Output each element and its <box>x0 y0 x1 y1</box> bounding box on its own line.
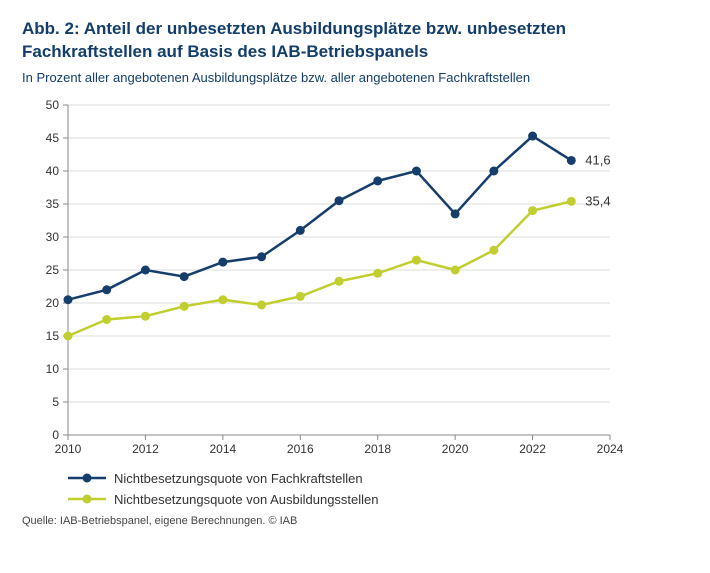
y-axis-label: 5 <box>52 395 59 409</box>
chart-area: 0 5 10 15 20 25 30 35 40 45 50 2010 2012 2014 2016 2018… <box>22 95 682 465</box>
line-chart-svg: 0 5 10 15 20 25 30 35 40 45 50 2010 2012 2014 2016 2018… <box>22 95 682 465</box>
y-axis-label: 50 <box>46 98 60 112</box>
chart-subtitle: In Prozent aller angebotenen Ausbildungs… <box>22 70 688 85</box>
end-label-fachkraft: 41,6 <box>585 152 610 167</box>
series-marker-fachkraft <box>335 196 344 205</box>
series-marker-fachkraft <box>567 156 576 165</box>
series-marker-ausbildung <box>141 312 150 321</box>
y-axis-label: 25 <box>46 263 60 277</box>
legend: Nichtbesetzungsquote von Fachkraftstelle… <box>22 471 688 507</box>
series-marker-ausbildung <box>102 315 111 324</box>
series-marker-fachkraft <box>64 295 73 304</box>
series-marker-ausbildung <box>567 197 576 206</box>
legend-label: Nichtbesetzungsquote von Fachkraftstelle… <box>114 471 363 486</box>
series-marker-ausbildung <box>412 255 421 264</box>
series-marker-fachkraft <box>489 166 498 175</box>
series-marker-fachkraft <box>257 252 266 261</box>
series-marker-ausbildung <box>335 277 344 286</box>
y-axis-label: 10 <box>46 362 60 376</box>
series-marker-fachkraft <box>102 285 111 294</box>
end-label-ausbildung: 35,4 <box>585 193 610 208</box>
y-axis-label: 0 <box>52 428 59 442</box>
chart-title: Abb. 2: Anteil der unbesetzten Ausbildun… <box>22 18 688 64</box>
series-line-fachkraft <box>68 136 571 300</box>
legend-item-fachkraft: Nichtbesetzungsquote von Fachkraftstelle… <box>68 471 688 486</box>
x-axis-label: 2014 <box>210 442 237 456</box>
y-axis-label: 20 <box>46 296 60 310</box>
series-marker-fachkraft <box>451 209 460 218</box>
y-axis-label: 35 <box>46 197 60 211</box>
x-axis-label: 2016 <box>287 442 314 456</box>
series-marker-ausbildung <box>218 295 227 304</box>
legend-item-ausbildung: Nichtbesetzungsquote von Ausbildungsstel… <box>68 492 688 507</box>
series-marker-fachkraft <box>141 265 150 274</box>
series-marker-fachkraft <box>373 176 382 185</box>
series-marker-fachkraft <box>180 272 189 281</box>
figure-container: Abb. 2: Anteil der unbesetzten Ausbildun… <box>0 0 710 573</box>
series-marker-fachkraft <box>218 257 227 266</box>
series-marker-fachkraft <box>296 226 305 235</box>
x-axis-label: 2020 <box>442 442 469 456</box>
x-axis-label: 2012 <box>132 442 159 456</box>
series-marker-ausbildung <box>489 246 498 255</box>
legend-label: Nichtbesetzungsquote von Ausbildungsstel… <box>114 492 379 507</box>
y-axis-label: 15 <box>46 329 60 343</box>
y-axis-label: 45 <box>46 131 60 145</box>
series-marker-ausbildung <box>296 292 305 301</box>
x-axis-label: 2010 <box>55 442 82 456</box>
legend-swatch-ausbildung <box>68 492 106 506</box>
series-marker-ausbildung <box>451 265 460 274</box>
series-marker-fachkraft <box>528 131 537 140</box>
series-marker-ausbildung <box>257 300 266 309</box>
y-axis-label: 40 <box>46 164 60 178</box>
series-marker-ausbildung <box>528 206 537 215</box>
x-axis-label: 2018 <box>364 442 391 456</box>
source-text: Quelle: IAB-Betriebspanel, eigene Berech… <box>22 515 688 527</box>
series-marker-ausbildung <box>180 302 189 311</box>
x-axis-label: 2024 <box>597 442 624 456</box>
legend-swatch-fachkraft <box>68 471 106 485</box>
series-marker-ausbildung <box>373 269 382 278</box>
series-marker-fachkraft <box>412 166 421 175</box>
y-axis-label: 30 <box>46 230 60 244</box>
series-marker-ausbildung <box>64 331 73 340</box>
x-axis-label: 2022 <box>519 442 546 456</box>
